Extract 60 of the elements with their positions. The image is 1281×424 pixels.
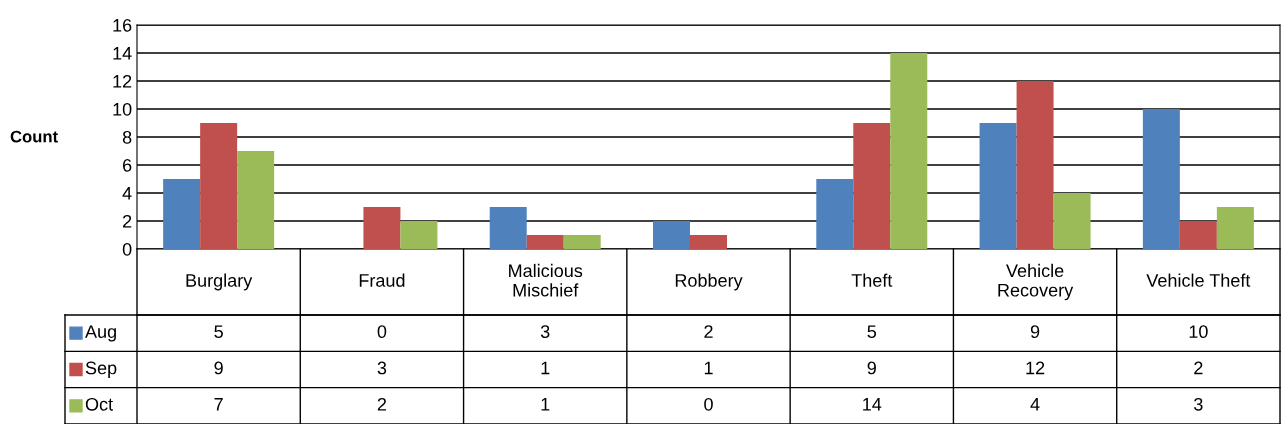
data-label: 3	[1194, 397, 1203, 411]
bar	[563, 235, 601, 249]
data-label: 1	[541, 398, 550, 411]
bar	[526, 235, 564, 249]
bar	[653, 221, 690, 249]
y-tick-label: 2	[123, 214, 132, 228]
data-label: 9	[867, 361, 876, 375]
y-tick-label: 10	[113, 102, 132, 116]
bar	[200, 123, 238, 249]
y-tick-label: 4	[122, 187, 132, 200]
bar	[1216, 207, 1254, 249]
x-tick-label: Fraud	[359, 273, 405, 287]
y-tick-label: 14	[113, 47, 132, 60]
data-label: 4	[1030, 398, 1040, 411]
x-tick-label: Burglary	[186, 273, 253, 291]
bar	[363, 207, 401, 249]
data-label: 9	[1030, 325, 1040, 339]
data-label: 7	[214, 398, 223, 411]
bar	[979, 123, 1017, 249]
bar	[890, 53, 928, 249]
data-label: 3	[377, 361, 387, 375]
data-label: 5	[867, 325, 877, 339]
x-tick-label: Vehicle Recovery	[998, 263, 1074, 301]
bar	[237, 151, 275, 249]
y-tick-label: 0	[122, 242, 132, 256]
x-tick-label: Theft	[851, 273, 893, 287]
y-tick-label: 12	[113, 74, 132, 88]
data-label: 3	[540, 325, 550, 339]
bar	[400, 221, 438, 249]
bar	[690, 235, 727, 249]
x-tick-label: Vehicle Theft	[1146, 273, 1251, 287]
data-label: 0	[704, 397, 713, 411]
bar	[1016, 81, 1054, 249]
data-label: 10	[1189, 325, 1208, 339]
data-label: 2	[1194, 361, 1203, 375]
bar	[1142, 109, 1180, 249]
bar	[1053, 193, 1091, 249]
bar	[163, 179, 201, 249]
y-tick-label: 6	[123, 158, 132, 172]
data-label: 2	[704, 325, 713, 338]
data-label: 9	[214, 361, 223, 375]
data-label: 12	[1026, 361, 1045, 375]
x-tick-label: Malicious Mischief	[509, 263, 583, 297]
bar	[489, 207, 527, 249]
y-tick-label: 16	[113, 18, 132, 32]
data-label: 2	[377, 397, 387, 411]
data-label: 0	[377, 325, 387, 339]
data-label: 5	[214, 325, 223, 339]
y-axis-title: Count	[10, 130, 58, 143]
legend-label: Oct	[85, 397, 113, 411]
bar	[1179, 221, 1217, 249]
legend-label: Aug	[85, 325, 116, 342]
data-label: 14	[863, 398, 882, 411]
y-tick-label: 8	[122, 130, 132, 144]
data-label: 1	[541, 361, 550, 375]
bar	[853, 123, 891, 249]
legend-label: Sep	[85, 361, 117, 378]
data-label: 1	[704, 361, 713, 375]
x-tick-label: Robbery	[675, 273, 743, 291]
bar	[816, 179, 854, 249]
